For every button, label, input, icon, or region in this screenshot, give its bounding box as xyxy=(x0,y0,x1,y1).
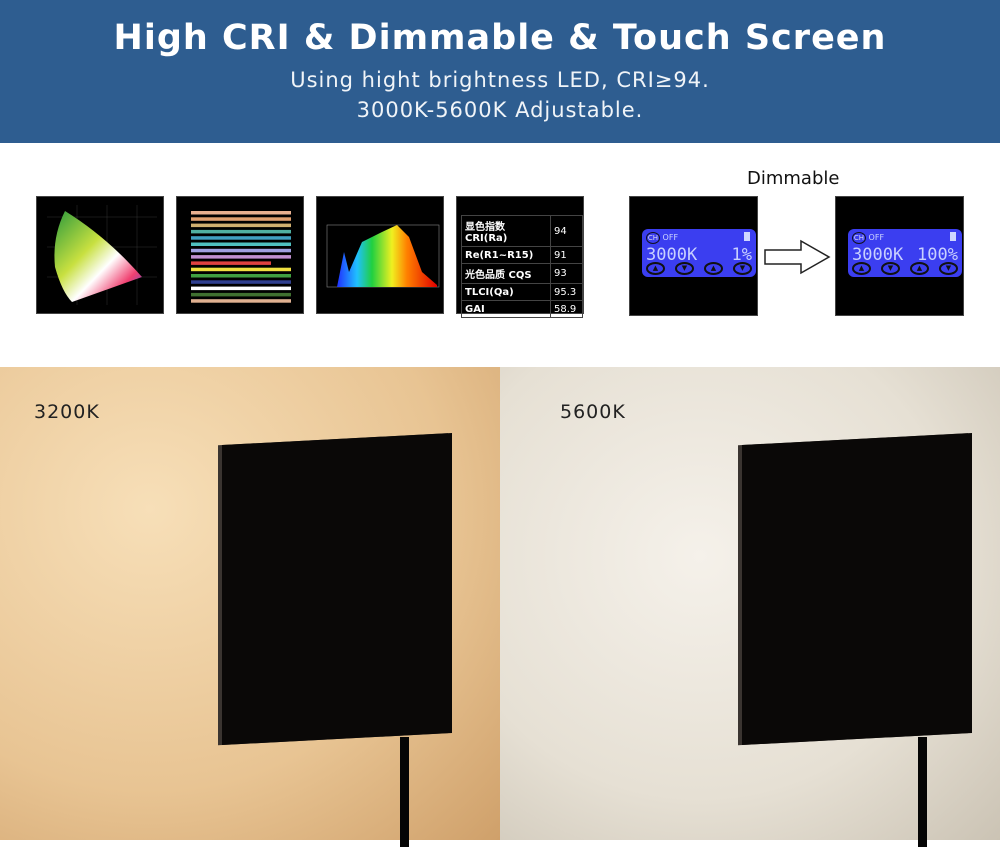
temp-up-icon: ▲ xyxy=(852,262,871,275)
photo-label-3200k: 3200K xyxy=(34,401,100,423)
lcd-display: CH OFF 3000K 100% ▲ ▼ ▲ ▼ xyxy=(848,229,962,277)
cri-label: TLCI(Qa) xyxy=(461,283,551,301)
cie-diagram-graphic xyxy=(47,205,157,305)
header-banner: High CRI & Dimmable & Touch Screen Using… xyxy=(0,0,1000,143)
rendering-bar xyxy=(191,242,291,246)
brightness-down-icon: ▼ xyxy=(939,262,958,275)
rendering-bar xyxy=(191,255,291,259)
arrow-right-icon xyxy=(764,239,831,275)
rendering-bars xyxy=(191,211,291,303)
rendering-bar xyxy=(191,211,291,215)
cri-row: 光色品质 CQS 93 xyxy=(461,263,583,284)
led-softbox-panel xyxy=(222,432,452,746)
rendering-bar xyxy=(191,223,291,228)
temp-down-icon: ▼ xyxy=(675,262,694,275)
cri-row: GAI 58.9 xyxy=(461,300,583,318)
brightness-readout: 1% xyxy=(731,245,752,265)
spectrum-graphic xyxy=(326,224,440,288)
temp-up-icon: ▲ xyxy=(646,262,665,275)
battery-icon xyxy=(744,232,750,241)
rendering-bar xyxy=(191,299,291,303)
brightness-readout: 100% xyxy=(917,245,958,265)
photo-5600k: 5600K xyxy=(500,367,1000,847)
brightness-down-icon: ▼ xyxy=(733,262,752,275)
temp-down-icon: ▼ xyxy=(881,262,900,275)
brightness-up-icon: ▲ xyxy=(910,262,929,275)
power-status: OFF xyxy=(868,233,885,242)
cri-value: 58.9 xyxy=(550,300,583,318)
cri-value: 91 xyxy=(550,246,583,264)
rendering-bar xyxy=(191,261,271,265)
led-softbox-panel xyxy=(742,432,972,746)
spectrum-chart xyxy=(316,196,444,314)
rendering-bar xyxy=(191,248,291,253)
touch-screen-before: CH OFF 3000K 1% ▲ ▼ ▲ ▼ xyxy=(629,196,758,316)
cri-value: 94 xyxy=(550,215,583,247)
cri-label: Re(R1~R15) xyxy=(461,246,551,264)
channel-icon: CH xyxy=(646,232,660,244)
rendering-bar xyxy=(191,229,291,234)
color-temp-readout: 3000K xyxy=(646,245,698,265)
cri-value: 93 xyxy=(550,263,583,284)
photo-3200k: 3200K xyxy=(0,367,500,847)
rendering-bar xyxy=(191,274,291,278)
touch-screen-after: CH OFF 3000K 100% ▲ ▼ ▲ ▼ xyxy=(835,196,964,316)
color-temp-readout: 3000K xyxy=(852,245,904,265)
rendering-bar xyxy=(191,286,291,291)
channel-icon: CH xyxy=(852,232,866,244)
cri-label: 光色品质 CQS xyxy=(461,263,551,284)
dimmable-label: Dimmable xyxy=(747,168,840,189)
cri-row: 显色指数 CRI(Ra) 94 xyxy=(461,215,583,247)
subtitle-line-1: Using hight brightness LED, CRI≥94. xyxy=(290,68,710,92)
power-status: OFF xyxy=(662,233,679,242)
cri-table: 显色指数 CRI(Ra) 94 Re(R1~R15) 91 光色品质 CQS 93 TLCI… xyxy=(461,215,583,318)
photo-label-5600k: 5600K xyxy=(560,401,626,423)
rendering-bar xyxy=(191,217,291,221)
battery-icon xyxy=(950,232,956,241)
cri-label: GAI xyxy=(461,300,551,318)
cri-metrics-table: 显色指数 CRI(Ra) 94 Re(R1~R15) 91 光色品质 CQS 93 TLCI… xyxy=(456,196,584,318)
lcd-display: CH OFF 3000K 1% ▲ ▼ ▲ ▼ xyxy=(642,229,756,277)
rendering-bar xyxy=(191,267,291,272)
rendering-bar xyxy=(191,292,291,297)
cri-label: 显色指数 CRI(Ra) xyxy=(461,215,551,247)
headline: High CRI & Dimmable & Touch Screen xyxy=(113,18,887,58)
rendering-bar xyxy=(191,280,291,284)
color-rendering-bar-chart xyxy=(176,196,304,314)
cri-row: Re(R1~R15) 91 xyxy=(461,246,583,264)
cie-chromaticity-chart xyxy=(36,196,164,314)
subtitle-line-2: 3000K-5600K Adjustable. xyxy=(356,98,644,122)
rendering-bar xyxy=(191,236,291,240)
light-stand xyxy=(918,737,927,847)
light-stand xyxy=(400,737,409,847)
cri-row: TLCI(Qa) 95.3 xyxy=(461,283,583,301)
cri-value: 95.3 xyxy=(550,283,583,301)
brightness-up-icon: ▲ xyxy=(704,262,723,275)
